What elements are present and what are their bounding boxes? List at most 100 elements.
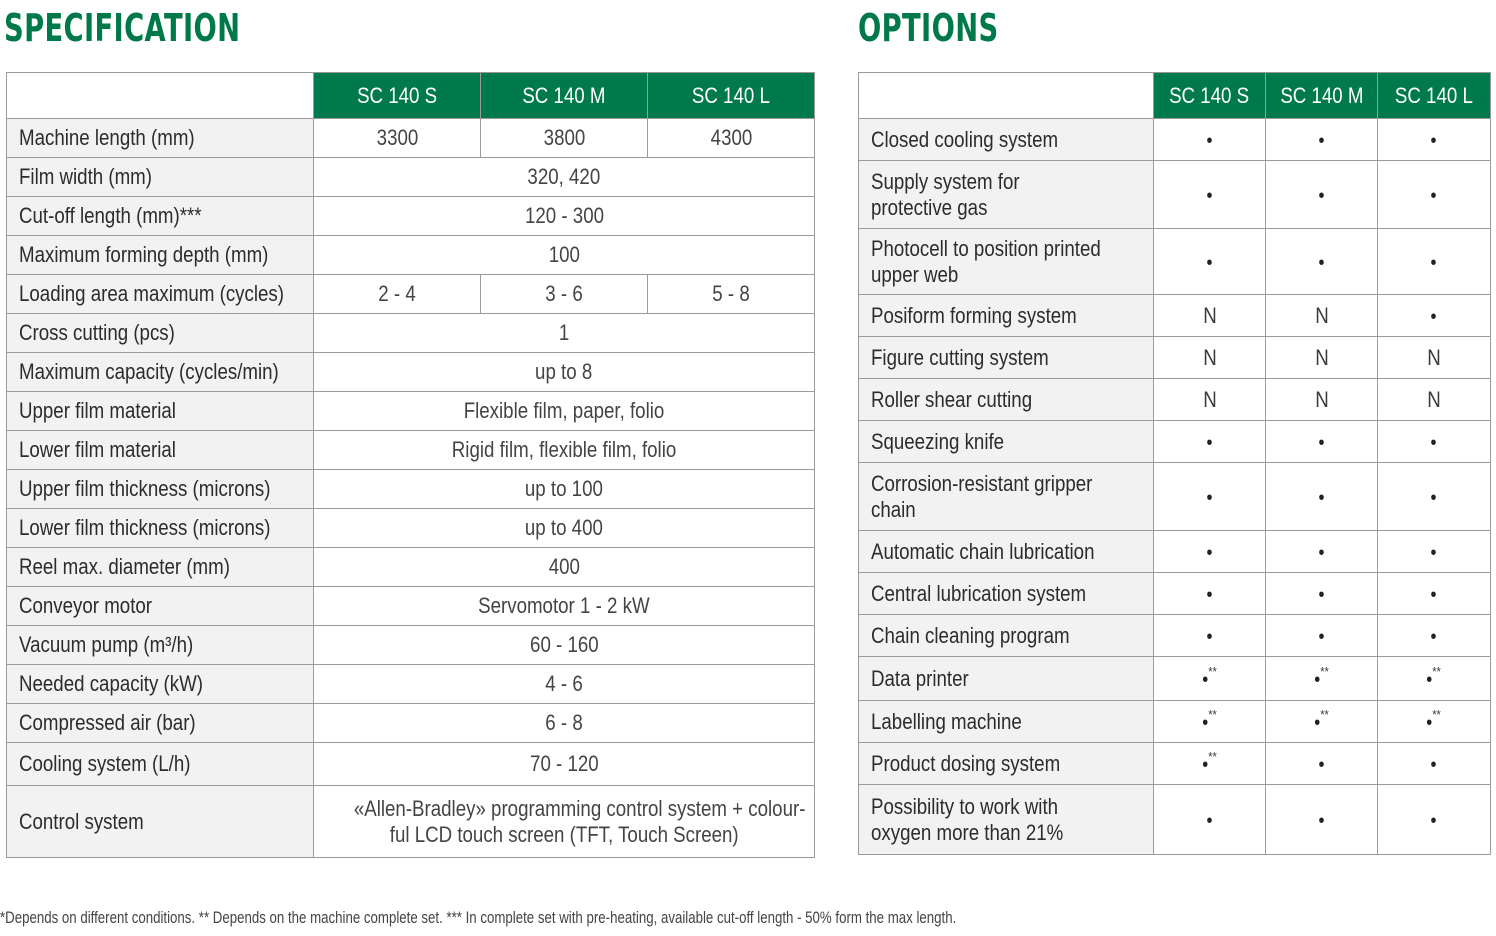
options-row: Data printer •** •** •**: [858, 656, 1491, 701]
spec-row-value: 320, 420: [313, 157, 815, 197]
options-model-header: SC 140 L: [1377, 72, 1491, 119]
spec-row: Vacuum pump (m³/h) 60 - 160: [6, 625, 815, 665]
options-heading: OPTIONS: [858, 6, 999, 50]
spec-row: Compressed air (bar) 6 - 8: [6, 703, 815, 743]
option-mark: •: [1153, 228, 1266, 295]
option-mark: •: [1377, 160, 1491, 229]
spec-row-label: Cross cutting (pcs): [6, 313, 314, 353]
spec-row-label: Lower film material: [6, 430, 314, 470]
spec-row: Upper film material Flexible film, paper,…: [6, 391, 815, 431]
option-mark: N: [1153, 378, 1266, 421]
specification-table: SC 140 S SC 140 M SC 140 L Machine lengt…: [6, 72, 815, 858]
spec-row-value: 2 - 4: [313, 274, 481, 314]
footnote: *Depends on different conditions. ** Dep…: [0, 908, 957, 927]
spec-model-header: SC 140 M: [480, 72, 648, 119]
spec-row: Control system «Allen-Bradley» programmin…: [6, 785, 815, 858]
spec-header-blank: [6, 72, 314, 119]
option-label: Supply system for protective gas: [858, 160, 1154, 229]
option-mark: •: [1377, 530, 1491, 573]
spec-row-value: up to 100: [313, 469, 815, 509]
spec-row: Machine length (mm) 3300 3800 4300: [6, 118, 815, 158]
option-mark: •: [1153, 530, 1266, 573]
spec-row-value: 6 - 8: [313, 703, 815, 743]
spec-row: Lower film material Rigid film, flexible …: [6, 430, 815, 470]
spec-row: Film width (mm) 320, 420: [6, 157, 815, 197]
spec-model-header: SC 140 L: [647, 72, 815, 119]
options-header-blank: [858, 72, 1154, 119]
option-mark: •: [1153, 572, 1266, 615]
spec-row-value: 4 - 6: [313, 664, 815, 704]
option-mark: •**: [1265, 700, 1378, 743]
options-row: Central lubrication system • • •: [858, 572, 1491, 615]
spec-row-label: Machine length (mm): [6, 118, 314, 158]
spec-row-value: 1: [313, 313, 815, 353]
option-mark: •: [1377, 572, 1491, 615]
option-mark: •**: [1153, 700, 1266, 743]
spec-row-value: 120 - 300: [313, 196, 815, 236]
option-label: Figure cutting system: [858, 336, 1154, 379]
option-mark: •**: [1265, 656, 1378, 701]
option-mark: •: [1153, 420, 1266, 463]
options-model-header: SC 140 S: [1153, 72, 1266, 119]
specification-heading: SPECIFICATION: [4, 6, 241, 50]
options-row: Supply system for protective gas • • •: [858, 160, 1491, 229]
spec-row: Reel max. diameter (mm) 400: [6, 547, 815, 587]
spec-row: Cut-off length (mm)*** 120 - 300: [6, 196, 815, 236]
option-label: Central lubrication system: [858, 572, 1154, 615]
spec-row: Maximum forming depth (mm) 100: [6, 235, 815, 275]
options-row: Possibility to work with oxygen more than…: [858, 784, 1491, 855]
option-label: Data printer: [858, 656, 1154, 701]
spec-row: Maximum capacity (cycles/min) up to 8: [6, 352, 815, 392]
spec-row-label: Maximum forming depth (mm): [6, 235, 314, 275]
option-label: Corrosion-resistant gripper chain: [858, 462, 1154, 531]
spec-row-value: 5 - 8: [647, 274, 815, 314]
spec-row-value: 3800: [480, 118, 648, 158]
option-mark: N: [1377, 378, 1491, 421]
spec-row-value: Rigid film, flexible film, folio: [313, 430, 815, 470]
option-mark: •: [1153, 118, 1266, 161]
spec-row-label: Compressed air (bar): [6, 703, 314, 743]
option-mark: •: [1265, 742, 1378, 785]
spec-row-value: up to 8: [313, 352, 815, 392]
option-label: Squeezing knife: [858, 420, 1154, 463]
options-row: Closed cooling system • • •: [858, 118, 1491, 161]
spec-row-label: Needed capacity (kW): [6, 664, 314, 704]
spec-row-label: Cooling system (L/h): [6, 742, 314, 786]
option-label: Posiform forming system: [858, 294, 1154, 337]
option-mark: •: [1265, 784, 1378, 855]
spec-header-row: SC 140 S SC 140 M SC 140 L: [6, 72, 815, 119]
spec-row-value: Servomotor 1 - 2 kW: [313, 586, 815, 626]
spec-row-value: 4300: [647, 118, 815, 158]
option-mark: •: [1153, 614, 1266, 657]
spec-row-value: 60 - 160: [313, 625, 815, 665]
option-mark: •: [1377, 784, 1491, 855]
options-row: Photocell to position printed upper web • •…: [858, 228, 1491, 295]
option-mark: •: [1377, 294, 1491, 337]
spec-row-value: 70 - 120: [313, 742, 815, 786]
option-mark: •: [1153, 160, 1266, 229]
spec-row-label: Lower film thickness (microns): [6, 508, 314, 548]
options-row: Chain cleaning program • • •: [858, 614, 1491, 657]
options-row: Labelling machine •** •** •**: [858, 700, 1491, 743]
options-row: Roller shear cutting N N N: [858, 378, 1491, 421]
option-mark: •: [1377, 228, 1491, 295]
spec-row-label: Control system: [6, 785, 314, 858]
option-mark: •: [1377, 614, 1491, 657]
spec-row-label: Vacuum pump (m³/h): [6, 625, 314, 665]
option-label: Labelling machine: [858, 700, 1154, 743]
options-header-row: SC 140 S SC 140 M SC 140 L: [858, 72, 1491, 119]
option-mark: •**: [1153, 742, 1266, 785]
spec-row-value: 400: [313, 547, 815, 587]
spec-row-value: 100: [313, 235, 815, 275]
spec-row-label: Conveyor motor: [6, 586, 314, 626]
option-label: Chain cleaning program: [858, 614, 1154, 657]
spec-row-label: Upper film thickness (microns): [6, 469, 314, 509]
option-mark: •: [1265, 614, 1378, 657]
options-row: Automatic chain lubrication • • •: [858, 530, 1491, 573]
spec-row: Cooling system (L/h) 70 - 120: [6, 742, 815, 786]
options-row: Product dosing system •** • •: [858, 742, 1491, 785]
spec-row-label: Upper film material: [6, 391, 314, 431]
option-mark: •: [1265, 160, 1378, 229]
option-label: Roller shear cutting: [858, 378, 1154, 421]
